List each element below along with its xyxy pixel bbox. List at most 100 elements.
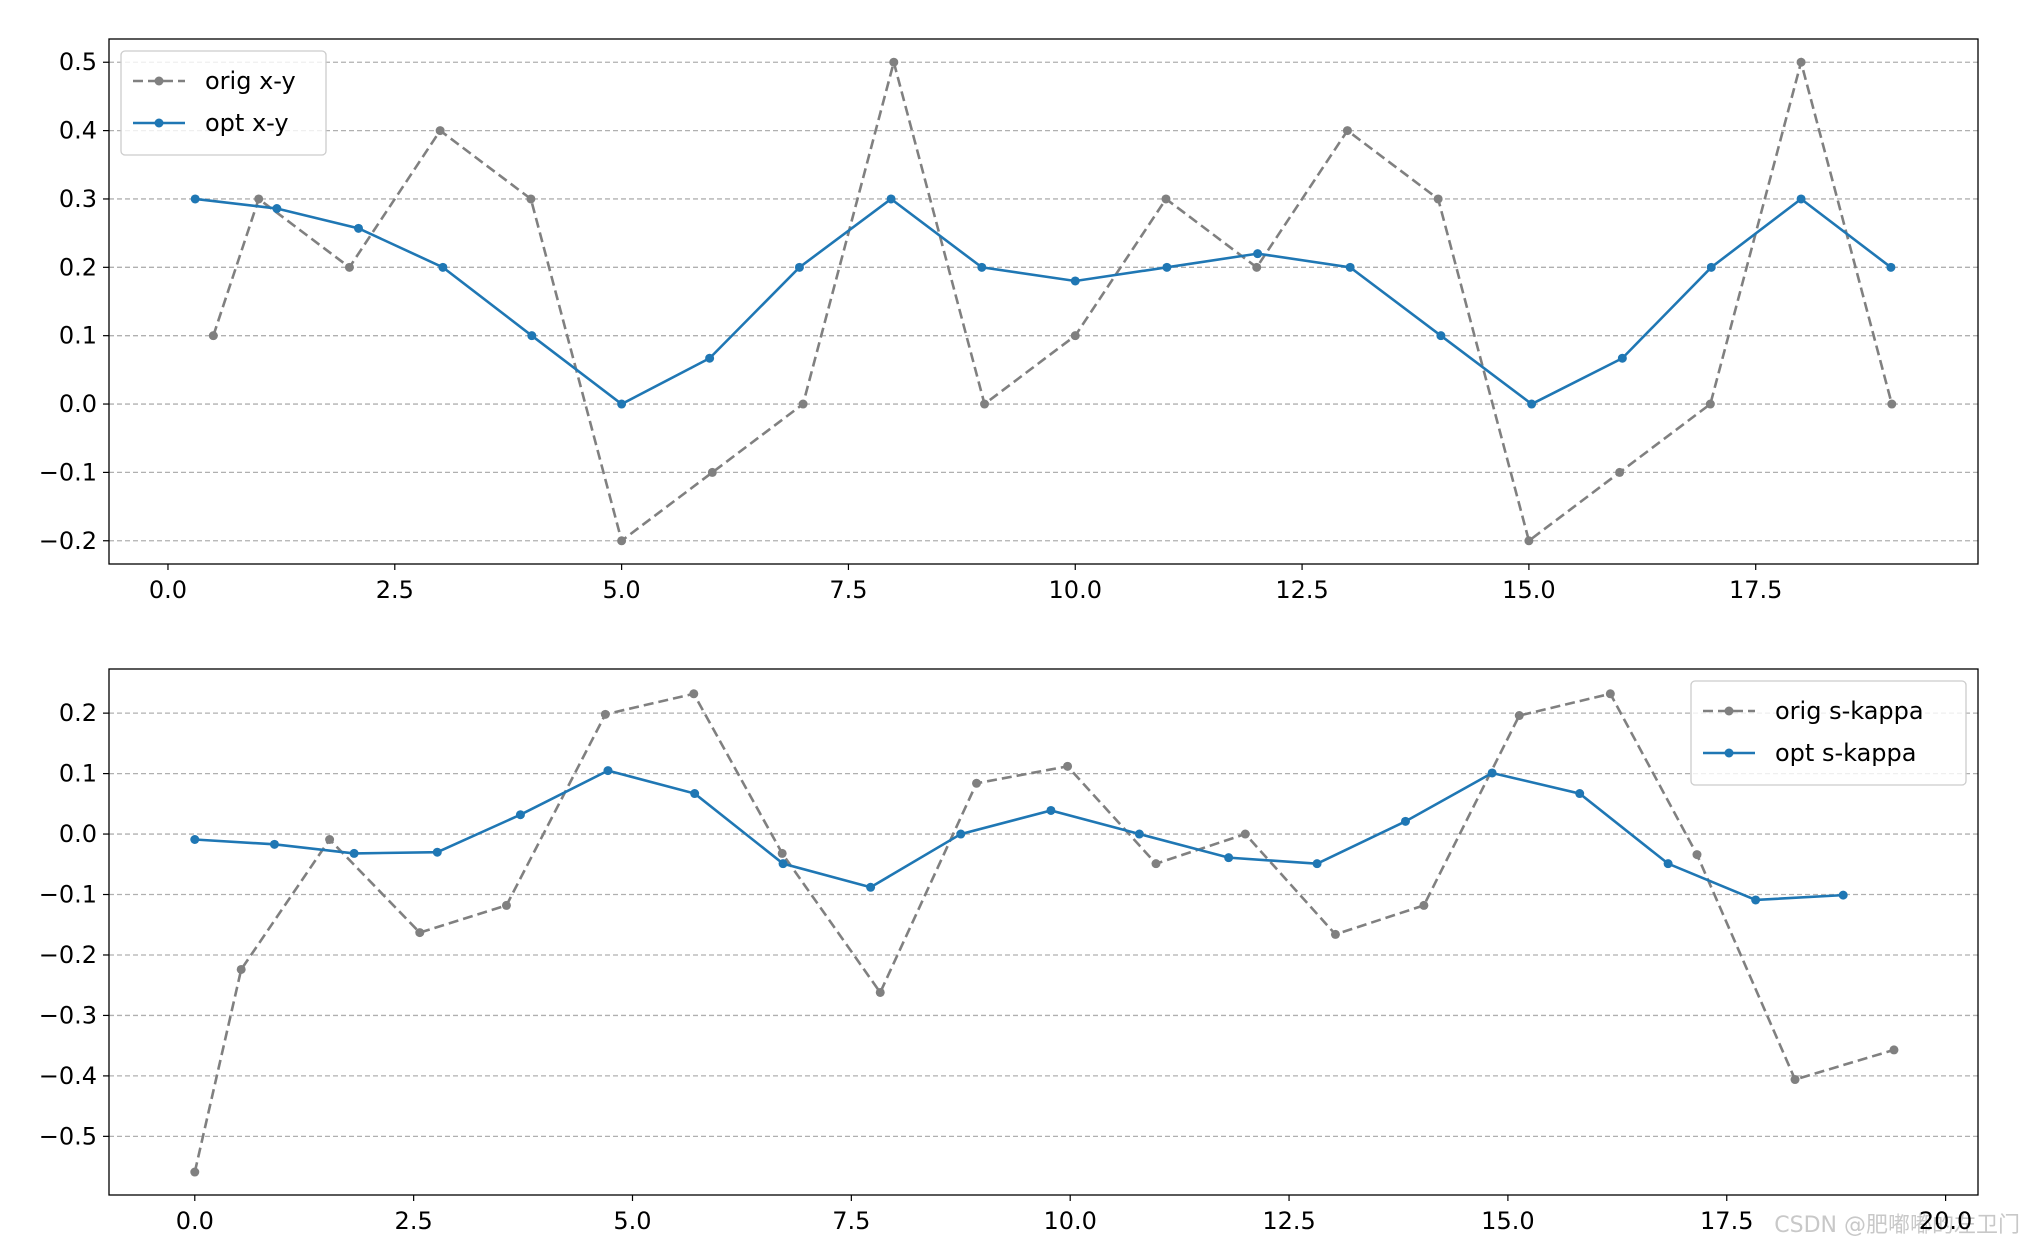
data-point (778, 859, 788, 869)
data-point (600, 709, 610, 719)
y-tick-label: 0.1 (59, 322, 97, 350)
data-point (1312, 859, 1322, 869)
plot-frame (108, 38, 1979, 565)
data-point (1161, 194, 1171, 204)
data-point (527, 331, 537, 341)
watermark: CSDN @肥嘟嘟的左卫门 (1774, 1213, 2020, 1238)
x-tick-label: 10.0 (1049, 576, 1102, 604)
legend-label: opt x-y (205, 109, 289, 137)
data-point (1342, 126, 1352, 136)
x-tick-label: 17.5 (1729, 576, 1782, 604)
subplot: −0.2 −0.1 0.0 0.1 0.2 0.3 0.4 0.5 0.0 2.5 5.0 7.5 10… (39, 38, 1979, 604)
y-tick-label: −0.2 (39, 941, 97, 969)
legend: orig x-y opt x-y (120, 50, 327, 156)
legend-marker (154, 76, 164, 86)
data-point (1240, 829, 1250, 839)
data-point (798, 399, 808, 409)
data-point (603, 766, 613, 776)
data-point (875, 987, 885, 997)
data-point (1605, 689, 1615, 699)
x-tick-label: 0.0 (149, 576, 187, 604)
y-tick-label: 0.2 (59, 253, 97, 281)
data-point (354, 223, 364, 233)
data-point (977, 262, 987, 272)
data-point (435, 126, 445, 136)
data-point (236, 964, 246, 974)
x-tick-label: 10.0 (1043, 1207, 1096, 1235)
data-point (1790, 1075, 1800, 1085)
data-point (1253, 249, 1263, 259)
legend-label: opt s-kappa (1775, 739, 1916, 767)
x-tick-label: 5.0 (613, 1207, 651, 1235)
data-point (980, 399, 990, 409)
y-tick-label: 0.4 (59, 117, 97, 145)
legend-marker (1724, 706, 1734, 716)
data-point (344, 262, 354, 272)
data-point (501, 900, 511, 910)
data-point (1796, 194, 1806, 204)
y-tick-label: −0.1 (39, 458, 97, 486)
data-point (515, 810, 525, 820)
data-point (526, 194, 536, 204)
data-point (866, 882, 876, 892)
series-line (193, 692, 1895, 1173)
data-point (1487, 768, 1497, 778)
data-point (889, 57, 899, 67)
y-tick-label: 0.3 (59, 185, 97, 213)
data-point (1252, 262, 1262, 272)
data-point (1838, 890, 1848, 900)
y-tick-label: −0.2 (39, 527, 97, 555)
y-tick-label: 0.0 (59, 390, 97, 418)
data-point (1527, 399, 1537, 409)
data-point (886, 194, 896, 204)
data-point (1524, 536, 1534, 546)
legend-box (1690, 680, 1967, 786)
subplot: −0.5 −0.4 −0.3 −0.2 −0.1 0.0 0.1 0.2 0.0 2.5 5.0 7.… (39, 668, 1979, 1235)
series-line (195, 197, 1892, 406)
data-point (1886, 262, 1896, 272)
legend-marker (1724, 748, 1734, 758)
data-point (1617, 353, 1627, 363)
plot-frame (108, 668, 1979, 1196)
x-tick-label: 20.0 (1919, 1207, 1972, 1235)
data-point (617, 536, 627, 546)
data-point (972, 778, 982, 788)
data-point (1046, 805, 1056, 815)
y-tick-label: 0.5 (59, 48, 97, 76)
data-point (190, 194, 200, 204)
x-tick-label: 15.0 (1481, 1207, 1534, 1235)
x-tick-label: 2.5 (395, 1207, 433, 1235)
y-tick-label: −0.3 (39, 1001, 97, 1029)
x-tick-label: 15.0 (1502, 576, 1555, 604)
y-tick-label: −0.1 (39, 881, 97, 909)
data-point (254, 194, 264, 204)
y-tick-label: 0.2 (59, 699, 97, 727)
data-point (1162, 262, 1172, 272)
x-tick-label: 7.5 (829, 576, 867, 604)
data-point (1134, 829, 1144, 839)
data-point (1575, 789, 1585, 799)
data-point (617, 399, 627, 409)
data-point (272, 204, 282, 214)
data-point (794, 262, 804, 272)
data-point (438, 262, 448, 272)
data-point (1070, 276, 1080, 286)
data-point (1514, 711, 1524, 721)
legend-box (120, 50, 327, 156)
data-point (208, 331, 218, 341)
data-point (1705, 399, 1715, 409)
data-point (1433, 194, 1443, 204)
data-point (689, 689, 699, 699)
y-tick-label: −0.4 (39, 1062, 97, 1090)
data-point (1400, 816, 1410, 826)
x-tick-label: 17.5 (1700, 1207, 1753, 1235)
data-point (1345, 262, 1355, 272)
x-tick-label: 5.0 (603, 576, 641, 604)
x-tick-label: 12.5 (1262, 1207, 1315, 1235)
x-tick-label: 12.5 (1275, 576, 1328, 604)
x-tick-label: 7.5 (832, 1207, 870, 1235)
data-point (1692, 850, 1702, 860)
data-point (190, 1167, 200, 1177)
